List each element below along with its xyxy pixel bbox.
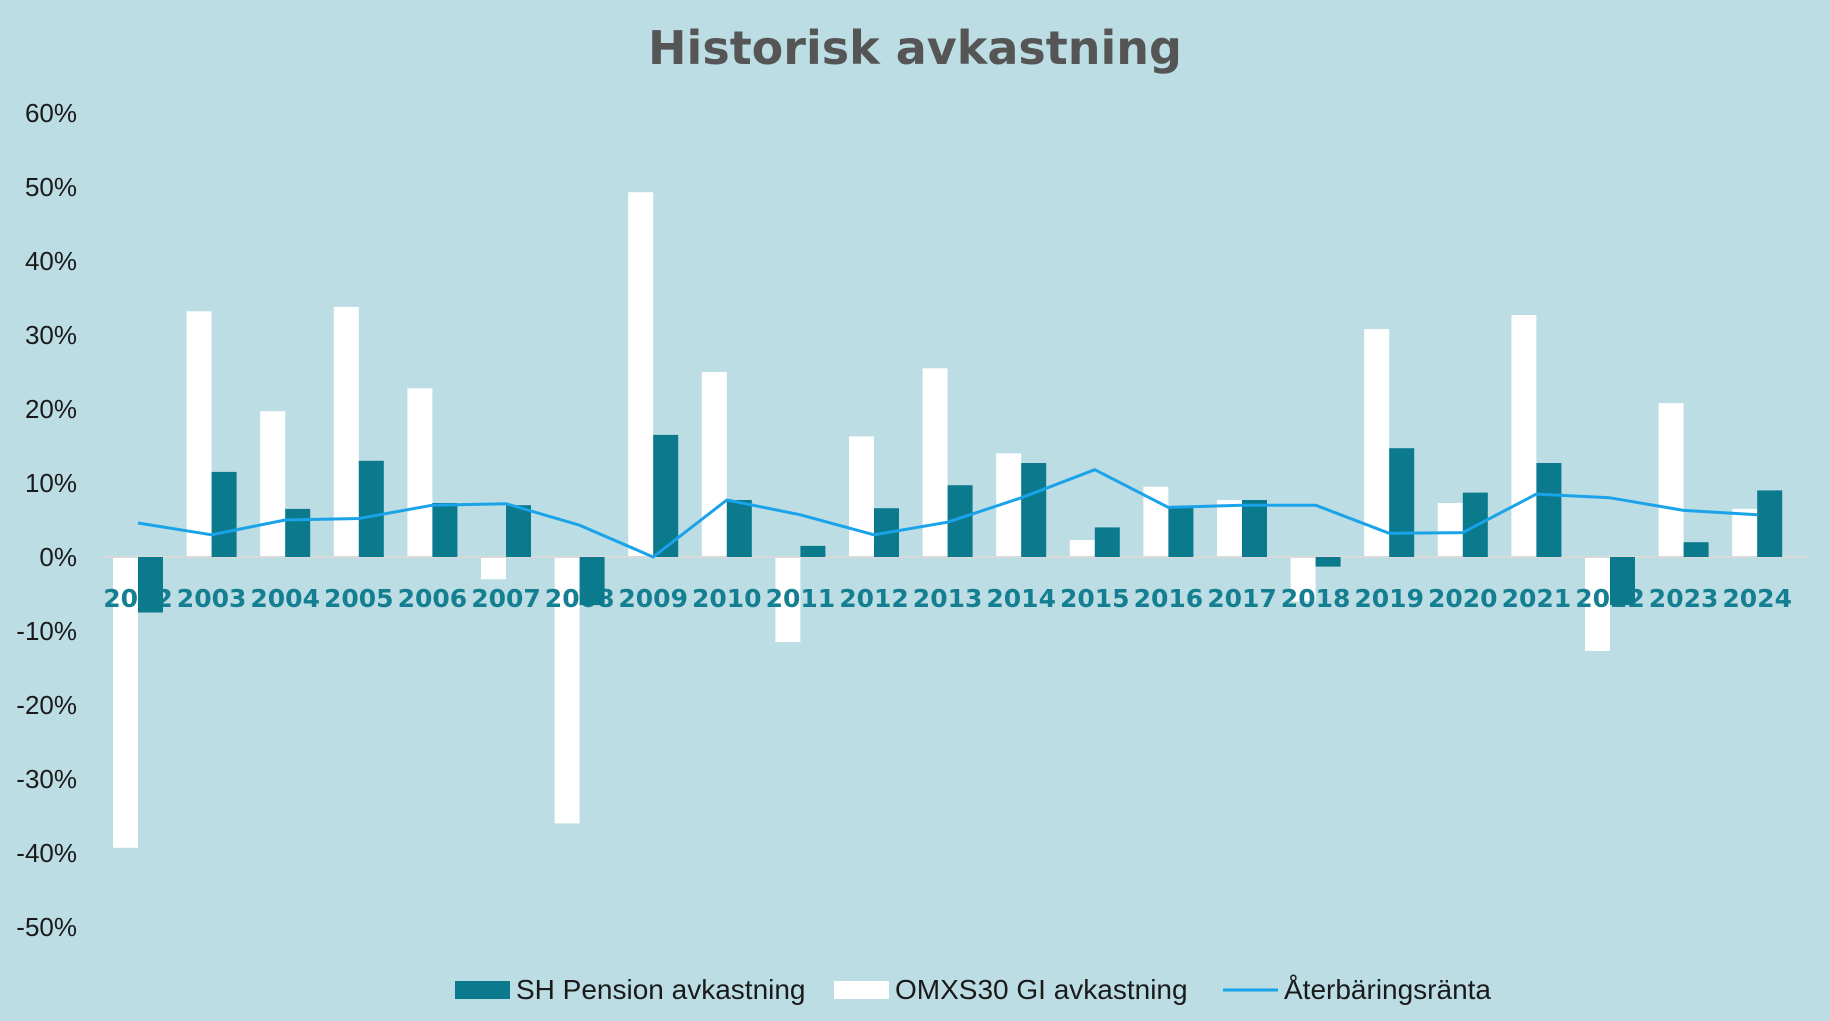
omxs30-bar-2018: [1290, 557, 1316, 602]
sh-pension-bar-2018: [1315, 557, 1341, 567]
legend: SH Pension avkastning OMXS30 GI avkastni…: [455, 974, 1491, 1005]
x-tick-label-2020: 2020: [1428, 584, 1498, 613]
x-tick-label-2013: 2013: [913, 584, 983, 613]
sh-pension-bar-2016: [1168, 506, 1194, 557]
y-tick-label: -20%: [16, 690, 77, 720]
y-tick-label: 20%: [25, 394, 77, 424]
x-tick-label-2004: 2004: [250, 584, 320, 613]
omxs30-bar-2017: [1217, 500, 1242, 557]
omxs30-bar-2023: [1658, 403, 1684, 557]
x-tick-label-2007: 2007: [471, 584, 541, 613]
x-tick-label-2014: 2014: [986, 584, 1056, 613]
omxs30-bar-2015: [1069, 540, 1095, 557]
sh-pension-bar-2021: [1536, 463, 1562, 557]
sh-pension-bar-2004: [285, 508, 311, 557]
x-tick-label-2015: 2015: [1060, 584, 1130, 613]
x-tick-label-2003: 2003: [177, 584, 247, 613]
sh-pension-bar-2007: [506, 505, 531, 557]
omxs30-bar-2007: [481, 557, 506, 580]
x-tick-label-2009: 2009: [618, 584, 688, 613]
omxs30-bar-2011: [775, 557, 801, 643]
x-tick-label-2021: 2021: [1502, 584, 1572, 613]
omxs30-bar-2024: [1732, 508, 1758, 557]
aterbaringsranta-polyline: [137, 468, 1758, 559]
y-tick-label: 30%: [25, 320, 77, 350]
legend-label-aterbaringsranta: Återbäringsränta: [1284, 974, 1491, 1005]
sh-pension-bar-2014: [1021, 463, 1047, 557]
sh-pension-bar-2022: [1610, 557, 1635, 606]
omxs30-bar-2008: [554, 557, 580, 824]
x-tick-label-2012: 2012: [839, 584, 909, 613]
y-tick-label: 10%: [25, 468, 77, 498]
y-tick-label: -30%: [16, 764, 77, 794]
x-tick-label-2024: 2024: [1722, 584, 1792, 613]
omxs30-bar-2012: [849, 436, 874, 557]
legend-swatch-sh-pension: [455, 981, 510, 999]
x-tick-label-2016: 2016: [1134, 584, 1204, 613]
sh-pension-bar-2006: [432, 503, 458, 557]
sh-pension-bar-2011: [800, 545, 826, 557]
y-tick-label: -10%: [16, 616, 77, 646]
sh-pension-bar-2003: [211, 471, 237, 557]
y-tick-label: 40%: [25, 246, 77, 276]
sh-pension-bar-layer: [138, 434, 1783, 613]
x-tick-label-2011: 2011: [766, 584, 836, 613]
omxs30-bars: [113, 192, 1758, 848]
sh-pension-bar-2002: [138, 557, 163, 613]
omxs30-bar-2016: [1143, 486, 1169, 557]
x-tick-label-2006: 2006: [398, 584, 468, 613]
x-tick-label-2023: 2023: [1649, 584, 1719, 613]
x-tick-label-2010: 2010: [692, 584, 762, 613]
aterbaringsranta-line: [137, 468, 1758, 559]
x-tick-label-2019: 2019: [1354, 584, 1424, 613]
omxs30-bar-2004: [260, 411, 286, 557]
chart-title: Historisk avkastning: [648, 21, 1182, 75]
omxs30-bar-2002: [113, 557, 138, 848]
sh-pension-bar-2008: [579, 557, 605, 606]
y-axis: 60% 50% 40% 30% 20% 10% 0% -10% -20% -30% -40% -50%: [16, 98, 77, 942]
omxs30-bar-2010: [701, 372, 727, 557]
legend-label-omxs30: OMXS30 GI avkastning: [895, 974, 1188, 1005]
sh-pension-bar-2005: [358, 460, 384, 557]
y-tick-label: 50%: [25, 172, 77, 202]
omxs30-bar-2021: [1511, 315, 1537, 557]
omxs30-bar-2005: [333, 306, 359, 557]
sh-pension-bar-2023: [1683, 542, 1709, 557]
omxs30-bar-2006: [407, 388, 433, 557]
legend-swatch-omxs30: [834, 981, 889, 999]
omxs30-bar-2020: [1437, 503, 1463, 557]
sh-pension-bar-2015: [1094, 527, 1120, 557]
omxs30-bar-2003: [186, 311, 212, 557]
sh-pension-bar-2019: [1389, 448, 1415, 557]
y-tick-label: -40%: [16, 838, 77, 868]
sh-pension-bar-2024: [1757, 490, 1783, 557]
omxs30-bar-2013: [922, 368, 948, 557]
y-tick-label: 0%: [39, 542, 77, 572]
y-tick-label: -50%: [16, 912, 77, 942]
sh-pension-bar-2017: [1242, 500, 1267, 557]
x-tick-label-2018: 2018: [1281, 584, 1351, 613]
omxs30-bar-2019: [1364, 329, 1390, 557]
y-tick-label: 60%: [25, 98, 77, 128]
x-tick-label-2005: 2005: [324, 584, 394, 613]
legend-label-sh-pension: SH Pension avkastning: [516, 974, 806, 1005]
sh-pension-bar-2010: [726, 500, 752, 557]
omxs30-bar-2022: [1585, 557, 1610, 651]
sh-pension-bar-2009: [653, 434, 679, 557]
x-axis: 2002200320042005200620072008200920102011…: [103, 584, 1792, 613]
x-tick-label-2017: 2017: [1207, 584, 1277, 613]
omxs30-bar-2009: [628, 192, 654, 557]
